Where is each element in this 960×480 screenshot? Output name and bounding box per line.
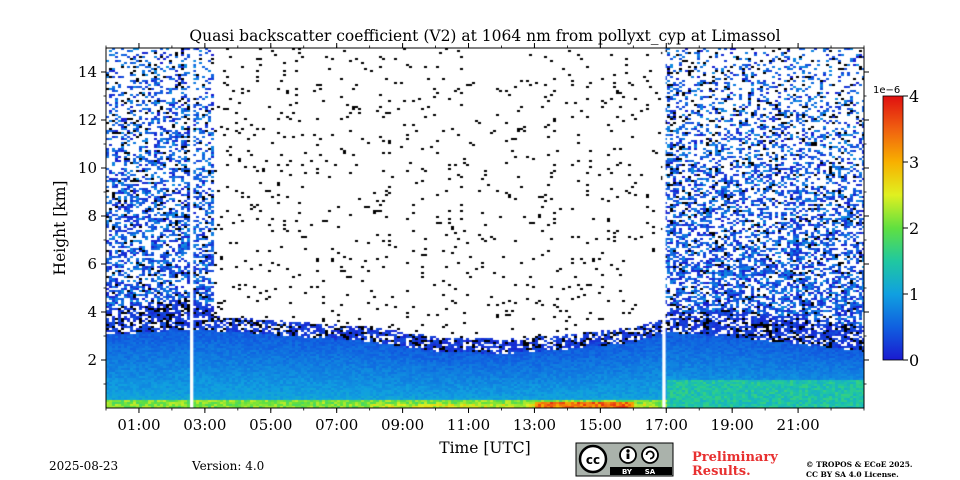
cc-license-badge: cc BY SA bbox=[575, 442, 674, 477]
cc-badge-sa-label: SA bbox=[645, 468, 656, 476]
x-tick-label: 13:00 bbox=[513, 416, 556, 434]
colorbar-tick-label: 1 bbox=[909, 285, 919, 304]
x-tick-label: 05:00 bbox=[249, 416, 292, 434]
y-tick-label: 12 bbox=[78, 111, 97, 129]
x-tick-label: 09:00 bbox=[381, 416, 424, 434]
backscatter-heatmap bbox=[106, 48, 864, 408]
footer-version: Version: 4.0 bbox=[191, 459, 264, 473]
y-axis-label: Height [km] bbox=[51, 181, 69, 276]
colorbar-tick-label: 0 bbox=[909, 351, 919, 370]
attribution-head-icon bbox=[626, 449, 630, 453]
y-tick-label: 10 bbox=[78, 159, 97, 177]
y-tick-label: 4 bbox=[87, 303, 97, 321]
colorbar: 1e−6 0 1 2 3 4 bbox=[873, 85, 919, 370]
x-tick-label: 17:00 bbox=[645, 416, 688, 434]
cc-badge-by-label: BY bbox=[622, 468, 633, 476]
x-tick-label: 15:00 bbox=[579, 416, 622, 434]
attribution-body-icon bbox=[626, 453, 630, 459]
share-alike-arrow-icon bbox=[645, 450, 655, 460]
cc-badge-strip bbox=[610, 467, 672, 475]
colorbar-exponent-label: 1e−6 bbox=[873, 85, 900, 96]
share-alike-icon bbox=[641, 446, 659, 464]
x-tick-label: 19:00 bbox=[711, 416, 754, 434]
footer-date: 2025-08-23 bbox=[49, 459, 118, 473]
plot-area bbox=[106, 48, 864, 408]
plot-frame bbox=[105, 47, 865, 409]
cc-logo-icon bbox=[578, 444, 608, 474]
x-tick-label: 03:00 bbox=[183, 416, 226, 434]
copyright-line2: CC BY SA 4.0 License. bbox=[806, 470, 899, 479]
x-tick-label: 11:00 bbox=[447, 416, 490, 434]
x-tick-label: 01:00 bbox=[117, 416, 160, 434]
colorbar-tick-label: 2 bbox=[909, 219, 919, 238]
colorbar-tick-label: 4 bbox=[909, 87, 919, 106]
colorbar-gradient bbox=[882, 95, 904, 361]
y-tick-label: 6 bbox=[87, 255, 97, 273]
axes: 01:00 03:00 05:00 07:00 09:00 11:00 13:00 15:00… bbox=[78, 43, 869, 434]
y-tick-label: 14 bbox=[78, 63, 97, 81]
colorbar-tick-label: 3 bbox=[909, 153, 919, 172]
x-tick-label: 07:00 bbox=[315, 416, 358, 434]
y-tick-label: 2 bbox=[87, 351, 97, 369]
copyright-line1: © TROPOS & ECoE 2025. bbox=[806, 460, 913, 469]
y-tick-label: 8 bbox=[87, 207, 97, 225]
preliminary-label-line2: Results. bbox=[692, 464, 751, 479]
chart-title: Quasi backscatter coefficient (V2) at 10… bbox=[189, 27, 780, 45]
cc-logo-glyph-icon: cc bbox=[586, 453, 600, 467]
x-tick-label: 21:00 bbox=[776, 416, 819, 434]
preliminary-label-line1: Preliminary bbox=[692, 450, 778, 465]
x-axis-label: Time [UTC] bbox=[439, 439, 530, 457]
